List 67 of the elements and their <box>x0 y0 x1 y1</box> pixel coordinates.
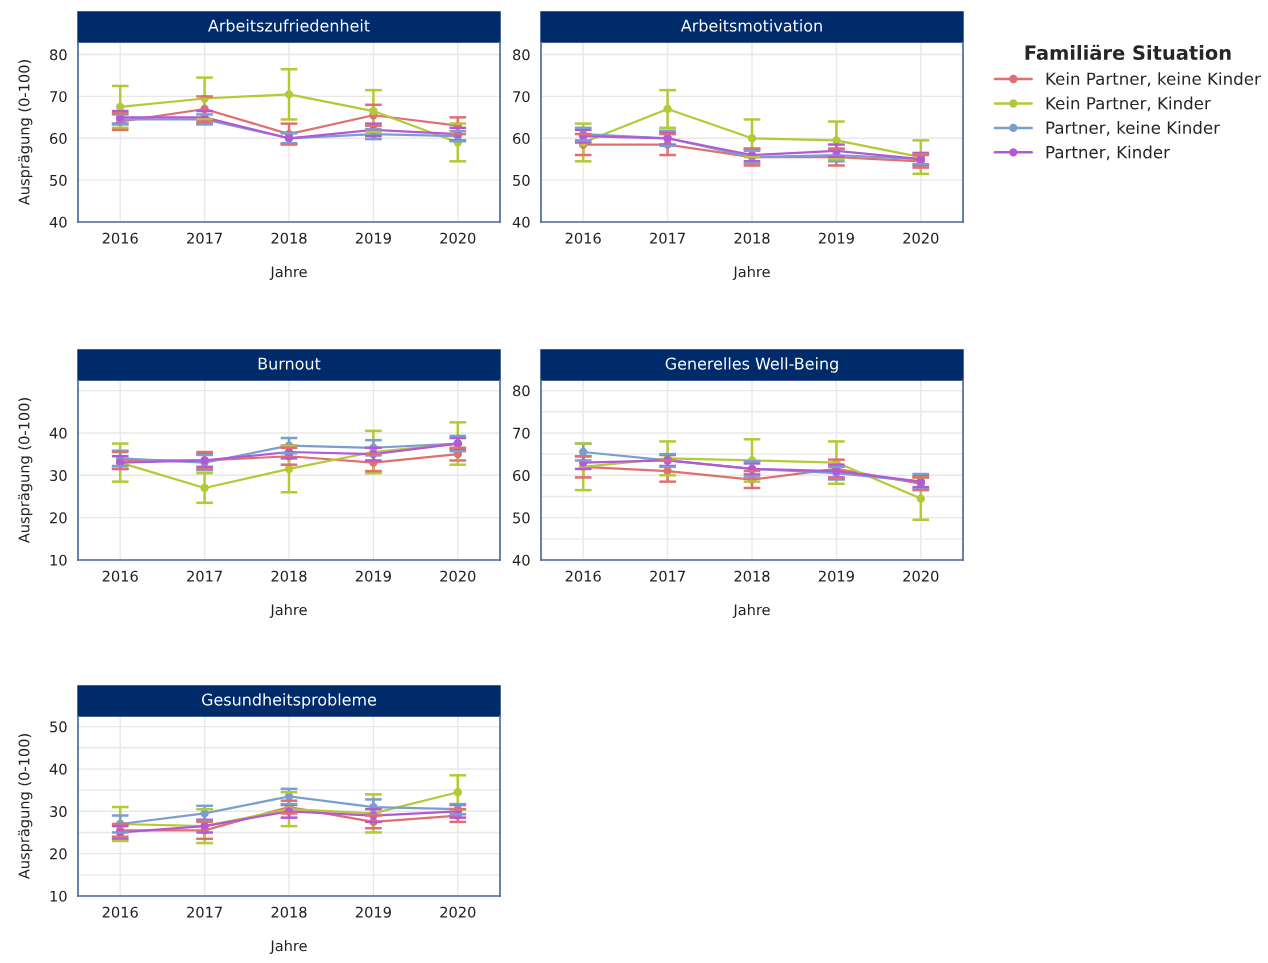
x-tick-label: 2020 <box>440 906 476 918</box>
x-tick-label: 2018 <box>271 906 307 918</box>
y-tick-label: 70 <box>513 91 530 103</box>
x-tick-label: 2019 <box>355 570 391 582</box>
x-tick-label: 2017 <box>650 570 685 582</box>
x-tick-label: 2020 <box>440 232 476 244</box>
x-tick-label: 2018 <box>271 570 307 582</box>
x-axis-title: Jahre <box>269 939 307 954</box>
y-tick-label: 10 <box>50 554 67 566</box>
y-tick-label: 40 <box>49 216 67 228</box>
x-tick-label: 2019 <box>355 232 391 244</box>
y-tick-label: 80 <box>50 49 67 61</box>
y-tick-label: 50 <box>50 721 67 733</box>
x-axis-title: Jahre <box>732 265 770 280</box>
legend-label: Partner, keine Kinder <box>1046 121 1221 136</box>
x-tick-label: 2018 <box>734 570 770 582</box>
x-tick-label: 2020 <box>903 232 939 244</box>
x-tick-label: 2017 <box>187 906 222 918</box>
chart-title: Arbeitszufriedenheit <box>208 19 370 32</box>
y-axis-title: Ausprägung (0-100) <box>18 398 33 544</box>
y-tick-label: 60 <box>513 133 530 145</box>
x-tick-label: 2019 <box>818 232 854 244</box>
y-tick-label: 80 <box>513 385 530 397</box>
legend-label: Kein Partner, Kinder <box>1046 96 1211 112</box>
x-axis-title: Jahre <box>269 265 307 280</box>
y-tick-label: 40 <box>49 427 67 439</box>
chart-title: Gesundheitsprobleme <box>202 693 377 709</box>
legend-label: Partner, Kinder <box>1046 145 1170 161</box>
chart-title: Generelles Well-Being <box>665 357 838 373</box>
x-tick-label: 2018 <box>734 232 770 244</box>
y-tick-label: 20 <box>50 848 67 860</box>
x-tick-label: 2020 <box>903 570 939 582</box>
x-tick-label: 2016 <box>565 232 601 244</box>
y-tick-label: 70 <box>513 427 530 439</box>
x-tick-label: 2019 <box>355 906 391 918</box>
x-tick-label: 2018 <box>271 232 307 244</box>
y-axis-title: Ausprägung (0-100) <box>18 734 33 880</box>
chart-title: Arbeitsmotivation <box>680 19 822 32</box>
y-tick-label: 60 <box>513 470 530 482</box>
legend-title: Familiäre Situation <box>1025 44 1231 61</box>
x-tick-label: 2017 <box>187 232 222 244</box>
y-tick-label: 50 <box>513 512 530 524</box>
x-tick-label: 2016 <box>102 232 138 244</box>
y-tick-label: 20 <box>50 512 67 524</box>
y-tick-label: 30 <box>50 806 67 818</box>
y-tick-label: 30 <box>50 470 67 482</box>
y-tick-label: 40 <box>49 763 67 775</box>
x-axis-title: Jahre <box>269 603 307 618</box>
y-tick-label: 60 <box>50 133 67 145</box>
y-tick-label: 50 <box>50 174 67 186</box>
x-tick-label: 2019 <box>818 570 854 582</box>
x-tick-label: 2017 <box>187 570 222 582</box>
y-axis-title: Ausprägung (0-100) <box>18 60 33 206</box>
y-tick-label: 40 <box>512 216 530 228</box>
y-tick-label: 50 <box>513 174 530 186</box>
x-tick-label: 2016 <box>565 570 601 582</box>
x-tick-label: 2017 <box>650 232 685 244</box>
y-tick-label: 80 <box>513 49 530 61</box>
legend-label: Kein Partner, keine Kinder <box>1046 72 1261 87</box>
chart-title: Burnout <box>258 357 321 370</box>
x-tick-label: 2016 <box>102 570 138 582</box>
x-tick-label: 2020 <box>440 570 476 582</box>
y-tick-label: 70 <box>50 91 67 103</box>
x-tick-label: 2016 <box>102 906 138 918</box>
x-axis-title: Jahre <box>732 603 770 618</box>
y-tick-label: 10 <box>50 890 67 902</box>
y-tick-label: 40 <box>512 554 530 566</box>
